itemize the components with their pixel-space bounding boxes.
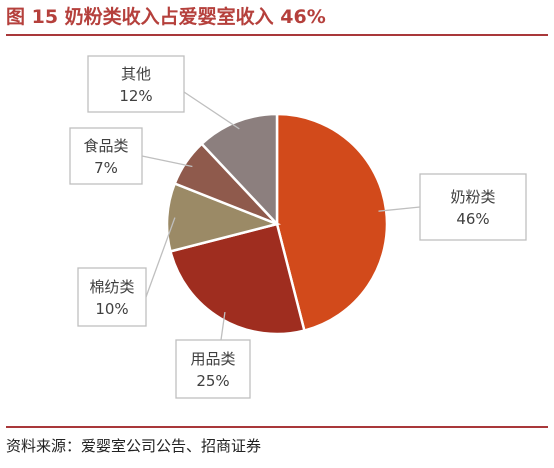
leader-line-5 [183,91,240,130]
slice-name-label: 棉纺类 [89,278,134,296]
leader-line-4 [141,155,193,168]
pie-slices [165,112,389,336]
source-divider [6,426,548,428]
pie-slice-5 [199,112,279,228]
leader-line-2 [220,311,226,341]
slice-label-box-2 [175,339,251,399]
leader-line-1 [378,206,421,212]
source-note: 资料来源：爱婴室公司公告、招商证券 [6,437,262,455]
slice-name-label: 用品类 [190,350,235,368]
title-divider [6,34,548,36]
slice-value-label: 12% [119,87,152,105]
slice-value-label: 25% [196,372,229,390]
slice-labels: 奶粉类 46% 用品类 25% 棉纺类 10% 食品类 7% 其他 12% [69,55,527,399]
slice-name-label: 食品类 [83,137,128,155]
slice-name-label: 其他 [121,65,151,83]
slice-value-label: 7% [94,159,118,177]
slice-label-box-1 [419,173,527,241]
slice-name-label: 奶粉类 [450,188,495,206]
slice-value-label: 46% [456,210,489,228]
figure-title: 图 15 奶粉类收入占爱婴室收入 46% [6,6,326,28]
slice-value-label: 10% [95,300,128,318]
pie-slice-2 [168,222,306,336]
leader-lines [141,91,421,341]
slice-label-box-3 [77,267,147,327]
slice-label-box-4 [69,127,143,185]
slice-label-box-5 [87,55,185,113]
leader-line-3 [145,217,176,298]
